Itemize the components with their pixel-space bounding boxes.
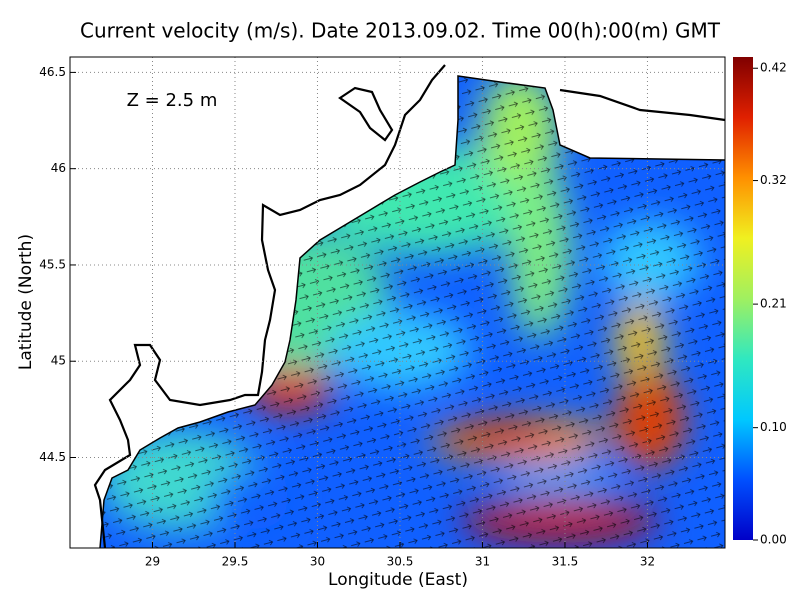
colorbar (733, 57, 753, 540)
y-tick-label: 44.5 (39, 450, 66, 464)
velocity-field (100, 76, 725, 548)
y-tick-label: 46.5 (39, 65, 66, 79)
y-tick-label: 46 (51, 161, 66, 175)
x-tick-label: 32 (640, 555, 655, 569)
depth-annotation: Z = 2.5 m (127, 90, 218, 111)
x-tick-label: 31.5 (552, 555, 579, 569)
coast-edge (99, 75, 726, 549)
lake-outline (338, 86, 394, 142)
x-tick-label: 30.5 (387, 555, 414, 569)
coastline (93, 64, 446, 549)
x-tick-label: 31 (475, 555, 490, 569)
chart-title: Current velocity (m/s). Date 2013.09.02.… (80, 19, 721, 43)
colorbar-tick-label: 0.32 (760, 173, 787, 187)
x-tick-label: 29.5 (222, 555, 249, 569)
plot-frame (69, 56, 726, 549)
colorbar-tick-label: 0.42 (760, 61, 787, 75)
colorbar-tick-label: 0.00 (760, 533, 787, 547)
y-axis-label: Latitude (North) (16, 234, 36, 370)
colorbar-tick-label: 0.21 (760, 297, 787, 311)
x-axis-label: Longitude (East) (328, 570, 468, 590)
y-tick-label: 45.5 (39, 257, 66, 271)
shore-line (559, 88, 726, 122)
x-tick-label: 29 (145, 555, 160, 569)
y-tick-label: 45 (51, 354, 66, 368)
colorbar-tick-label: 0.10 (760, 420, 787, 434)
x-tick-label: 30 (310, 555, 325, 569)
